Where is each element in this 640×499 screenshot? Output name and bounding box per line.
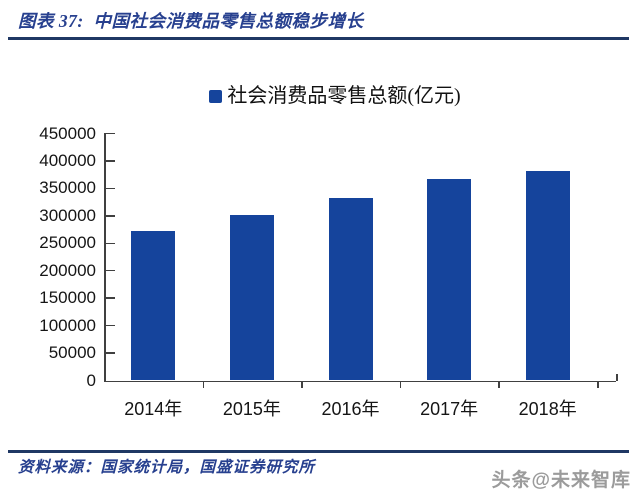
y-tick-label: 300000 <box>39 205 96 225</box>
x-tick <box>202 380 205 388</box>
bar-2015年 <box>229 215 274 381</box>
x-tick <box>498 380 500 388</box>
y-tick <box>105 160 115 162</box>
y-tick-label: 200000 <box>39 260 96 280</box>
y-tick-label: 250000 <box>39 233 96 253</box>
y-tick-label: 100000 <box>39 315 96 335</box>
y-tick <box>105 242 115 245</box>
y-tick <box>105 297 115 299</box>
y-tick <box>105 352 115 354</box>
legend-swatch <box>209 89 223 103</box>
watermark: 头条@未来智库 <box>491 470 631 491</box>
bar-2014年 <box>131 231 176 381</box>
x-tick-label: 2015年 <box>222 399 281 419</box>
y-tick <box>105 324 115 327</box>
bar-chart: 0 50000 100000 150000 200000 250000 300000 3500… <box>39 123 618 419</box>
y-axis-line <box>104 133 106 381</box>
x-tick-label: 2017年 <box>420 399 479 419</box>
y-tick <box>105 215 115 217</box>
y-tick-label: 400000 <box>39 150 96 170</box>
y-tick-label: 150000 <box>39 288 96 308</box>
y-tick <box>105 132 115 135</box>
y-tick-label: 50000 <box>48 343 96 363</box>
x-axis-line <box>104 380 616 382</box>
x-tick-label: 2018年 <box>518 399 577 419</box>
bar-2018年 <box>525 171 570 381</box>
bar-2017年 <box>427 179 472 381</box>
y-tick <box>105 269 115 272</box>
bottom-divider <box>8 450 629 453</box>
legend: 社会消费品零售总额(亿元) <box>30 82 640 110</box>
figure-title: 图表 37: 中国社会消费品零售总额稳步增长 <box>18 11 364 31</box>
x-tick-label: 2014年 <box>124 399 183 419</box>
y-tick-label: 350000 <box>39 178 96 198</box>
y-tick-label: 0 <box>86 370 96 390</box>
y-tick <box>105 187 115 190</box>
y-tick-label: 450000 <box>39 123 96 143</box>
bar-2016年 <box>328 198 373 381</box>
x-tick-label: 2016年 <box>321 399 380 419</box>
top-divider <box>8 37 629 40</box>
x-tick <box>301 380 303 388</box>
x-axis-end-tick <box>616 373 618 381</box>
x-tick <box>597 380 599 388</box>
legend-label: 社会消费品零售总额(亿元) <box>227 85 461 107</box>
source-note: 资料来源：国家统计局，国盛证券研究所 <box>18 459 316 476</box>
x-tick <box>399 380 402 388</box>
